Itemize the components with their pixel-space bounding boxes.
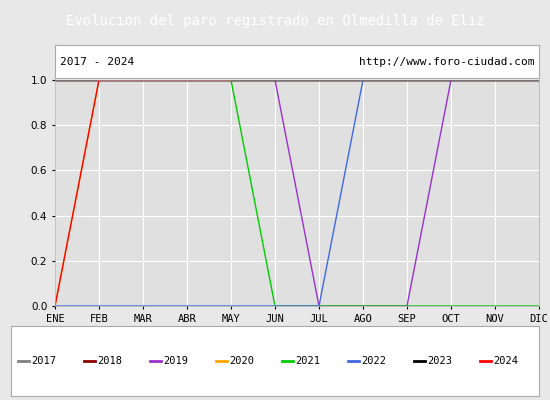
Text: 2017 - 2024: 2017 - 2024 xyxy=(60,57,134,67)
Text: 2021: 2021 xyxy=(295,356,321,366)
Text: 2018: 2018 xyxy=(97,356,123,366)
Text: 2020: 2020 xyxy=(229,356,255,366)
Text: http://www.foro-ciudad.com: http://www.foro-ciudad.com xyxy=(359,57,534,67)
Text: 2019: 2019 xyxy=(163,356,189,366)
Text: 2024: 2024 xyxy=(493,356,519,366)
Text: 2023: 2023 xyxy=(427,356,453,366)
Text: 2017: 2017 xyxy=(31,356,57,366)
Text: 2022: 2022 xyxy=(361,356,387,366)
Text: Evolucion del paro registrado en Olmedilla de Eliz: Evolucion del paro registrado en Olmedil… xyxy=(65,14,485,28)
